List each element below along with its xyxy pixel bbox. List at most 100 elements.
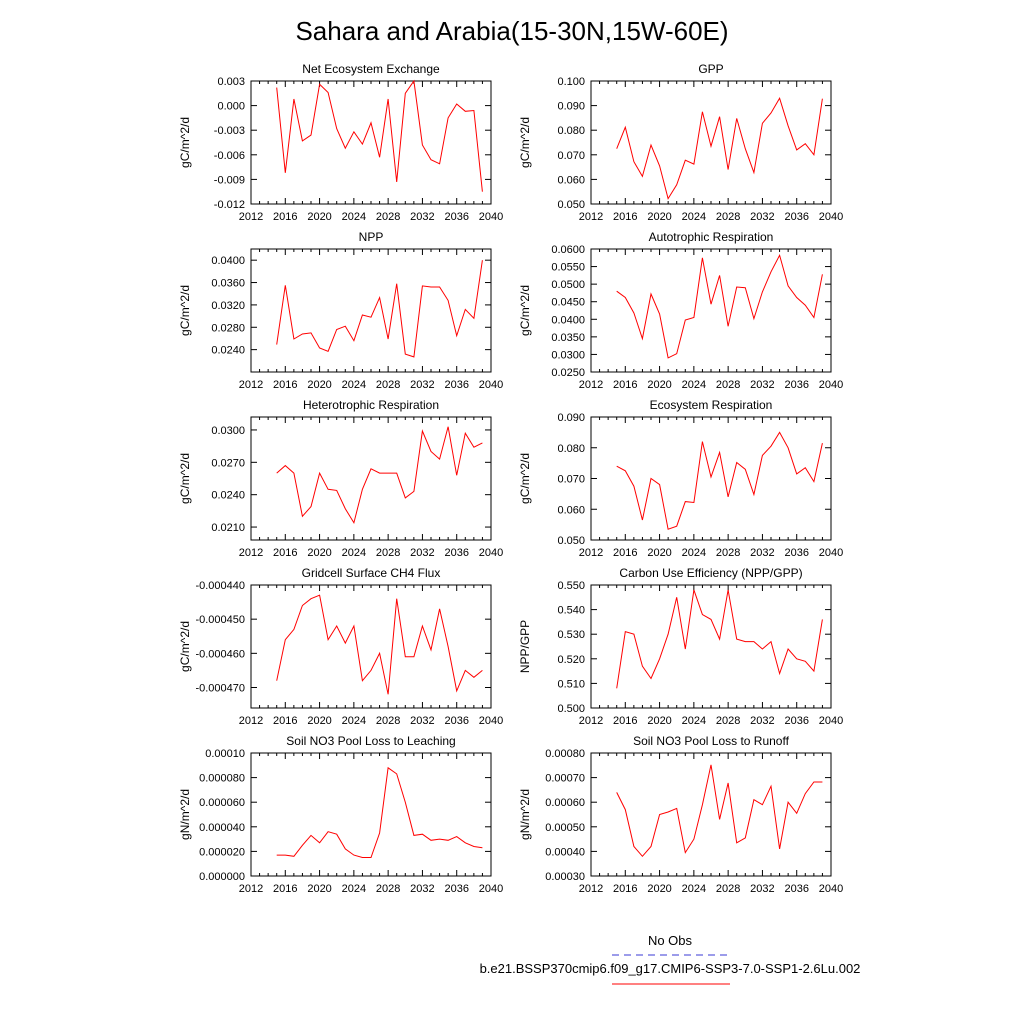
panel-title: Heterotrophic Respiration bbox=[303, 398, 439, 412]
plot-frame bbox=[250, 80, 492, 205]
x-tick-label: 2016 bbox=[613, 883, 637, 895]
y-tick-label: 0.00060 bbox=[545, 797, 585, 809]
x-tick-label: 2024 bbox=[682, 715, 706, 727]
y-tick-label: 0.520 bbox=[557, 654, 585, 666]
series-line bbox=[616, 253, 823, 359]
x-tick-label: 2012 bbox=[239, 211, 263, 223]
x-tick-label: 2020 bbox=[307, 211, 331, 223]
y-tick-label: 0.0600 bbox=[551, 244, 585, 256]
y-tick-label: -0.003 bbox=[214, 125, 245, 137]
y-tick-label: 0.090 bbox=[557, 412, 585, 424]
chart-panel: Autotrophic Respiration gC/m^2/d 2012 2016 2… bbox=[518, 230, 843, 391]
y-tick-label: 0.050 bbox=[557, 199, 585, 211]
y-tick-label: 0.060 bbox=[557, 504, 585, 516]
x-tick-label: 2028 bbox=[716, 883, 740, 895]
y-axis-label: gC/m^2/d bbox=[178, 621, 192, 672]
x-tick-label: 2040 bbox=[479, 211, 503, 223]
legend-model-label: b.e21.BSSP370cmip6.f09_g17.CMIP6-SSP3-7.… bbox=[480, 961, 861, 976]
x-tick-label: 2036 bbox=[784, 547, 808, 559]
x-tick-label: 2040 bbox=[819, 715, 843, 727]
x-tick-label: 2020 bbox=[647, 211, 671, 223]
x-tick-label: 2020 bbox=[307, 379, 331, 391]
y-tick-label: 0.0280 bbox=[211, 322, 245, 334]
y-tick-label: 0.080 bbox=[557, 443, 585, 455]
series-line bbox=[616, 589, 823, 689]
y-tick-label: -0.000460 bbox=[195, 648, 245, 660]
x-tick-label: 2028 bbox=[716, 547, 740, 559]
y-tick-label: 0.000040 bbox=[199, 822, 245, 834]
y-axis-label: gC/m^2/d bbox=[518, 117, 532, 168]
x-tick-label: 2036 bbox=[444, 883, 468, 895]
y-tick-label: 0.003 bbox=[217, 76, 245, 88]
x-tick-label: 2036 bbox=[444, 379, 468, 391]
x-tick-label: 2028 bbox=[376, 547, 400, 559]
y-tick-label: 0.00040 bbox=[545, 846, 585, 858]
x-tick-label: 2032 bbox=[750, 883, 774, 895]
panel-title: Ecosystem Respiration bbox=[650, 398, 773, 412]
y-tick-label: 0.090 bbox=[557, 101, 585, 113]
x-tick-label: 2016 bbox=[613, 547, 637, 559]
x-tick-label: 2036 bbox=[784, 211, 808, 223]
y-axis-label: gC/m^2/d bbox=[178, 285, 192, 336]
panel-title: Autotrophic Respiration bbox=[649, 230, 774, 244]
x-tick-label: 2012 bbox=[579, 883, 603, 895]
x-tick-label: 2032 bbox=[750, 715, 774, 727]
series-line bbox=[276, 594, 483, 695]
y-axis-label: gC/m^2/d bbox=[518, 285, 532, 336]
panel-title: NPP bbox=[359, 230, 384, 244]
legend: No Obs b.e21.BSSP370cmip6.f09_g17.CMIP6-… bbox=[480, 933, 861, 985]
x-tick-label: 2020 bbox=[647, 379, 671, 391]
y-tick-label: 0.0450 bbox=[551, 297, 585, 309]
x-tick-label: 2024 bbox=[342, 379, 366, 391]
y-tick-label: 0.500 bbox=[557, 703, 585, 715]
y-tick-label: 0.0350 bbox=[551, 332, 585, 344]
y-tick-label: 0.00050 bbox=[545, 822, 585, 834]
x-tick-label: 2012 bbox=[579, 547, 603, 559]
x-tick-label: 2036 bbox=[784, 379, 808, 391]
chart-panel: Heterotrophic Respiration gC/m^2/d 2012 201… bbox=[178, 398, 503, 559]
y-tick-label: 0.0400 bbox=[551, 314, 585, 326]
x-tick-label: 2024 bbox=[342, 547, 366, 559]
x-tick-label: 2016 bbox=[273, 379, 297, 391]
y-tick-label: -0.000440 bbox=[195, 580, 245, 592]
x-tick-label: 2016 bbox=[613, 379, 637, 391]
x-tick-label: 2020 bbox=[647, 883, 671, 895]
x-tick-label: 2028 bbox=[376, 211, 400, 223]
y-tick-label: 0.000 bbox=[217, 101, 245, 113]
y-tick-label: 0.550 bbox=[557, 580, 585, 592]
x-tick-label: 2024 bbox=[342, 715, 366, 727]
y-tick-label: 0.0320 bbox=[211, 300, 245, 312]
x-tick-label: 2040 bbox=[819, 379, 843, 391]
series-line bbox=[276, 426, 483, 524]
x-tick-label: 2012 bbox=[579, 379, 603, 391]
plot-frame bbox=[590, 752, 832, 877]
chart-panels: Net Ecosystem Exchange gC/m^2/d 2012 2016 20… bbox=[178, 62, 843, 895]
y-tick-label: 0.0240 bbox=[211, 345, 245, 357]
y-tick-label: -0.000450 bbox=[195, 614, 245, 626]
y-tick-label: 0.0500 bbox=[551, 279, 585, 291]
chart-panel: Soil NO3 Pool Loss to Leaching gN/m^2/d 20… bbox=[178, 734, 503, 895]
panel-title: GPP bbox=[698, 62, 723, 76]
y-tick-label: 0.070 bbox=[557, 474, 585, 486]
x-tick-label: 2028 bbox=[376, 379, 400, 391]
y-tick-label: 0.00030 bbox=[545, 871, 585, 883]
y-tick-label: 0.0240 bbox=[211, 490, 245, 502]
x-tick-label: 2036 bbox=[444, 715, 468, 727]
x-tick-label: 2032 bbox=[410, 379, 434, 391]
series-line bbox=[276, 260, 483, 358]
y-tick-label: 0.0400 bbox=[211, 255, 245, 267]
y-tick-label: 0.000020 bbox=[199, 846, 245, 858]
y-tick-label: 0.0360 bbox=[211, 278, 245, 290]
chart-panel: Net Ecosystem Exchange gC/m^2/d 2012 2016 20… bbox=[178, 62, 503, 223]
panel-title: Net Ecosystem Exchange bbox=[302, 62, 440, 76]
y-axis-label: gC/m^2/d bbox=[518, 453, 532, 504]
x-tick-label: 2036 bbox=[444, 547, 468, 559]
x-tick-label: 2024 bbox=[682, 379, 706, 391]
plot-frame bbox=[590, 584, 832, 709]
chart-panel: Carbon Use Efficiency (NPP/GPP) NPP/GPP 20… bbox=[518, 566, 843, 727]
y-tick-label: 0.060 bbox=[557, 174, 585, 186]
panel-title: Carbon Use Efficiency (NPP/GPP) bbox=[619, 566, 802, 580]
x-tick-label: 2012 bbox=[239, 379, 263, 391]
x-tick-label: 2028 bbox=[716, 715, 740, 727]
x-tick-label: 2020 bbox=[307, 547, 331, 559]
